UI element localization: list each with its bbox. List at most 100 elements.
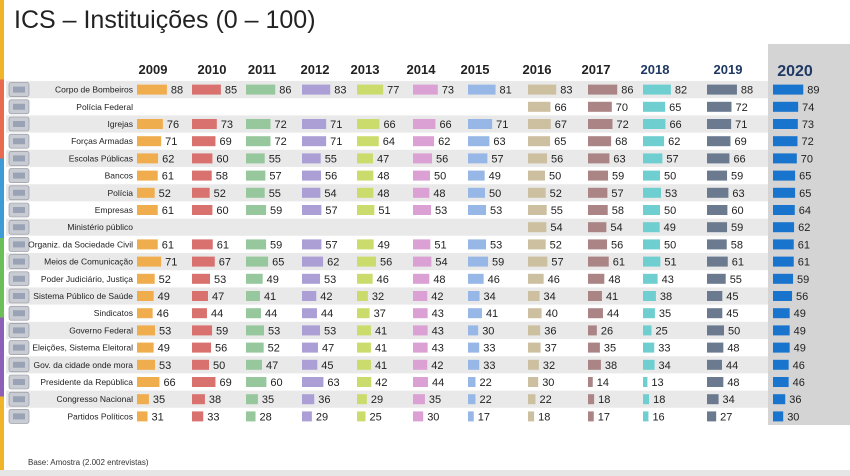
bar	[302, 411, 312, 422]
bar	[707, 273, 726, 284]
data-label: 59	[270, 205, 282, 217]
data-label: 50	[664, 171, 676, 183]
year-header: 2011	[248, 62, 276, 77]
data-label: 49	[664, 222, 676, 234]
data-label: 44	[432, 377, 444, 389]
church-icon	[8, 116, 30, 132]
data-label: 42	[375, 377, 387, 389]
icon-detail	[13, 207, 25, 213]
data-label: 41	[264, 291, 276, 303]
bar	[643, 411, 649, 422]
bar	[707, 308, 723, 319]
bar	[707, 119, 732, 129]
bar	[413, 256, 432, 267]
bar	[192, 359, 209, 370]
bar	[707, 222, 728, 233]
data-label: 69	[219, 377, 231, 389]
bar	[773, 256, 794, 267]
police-badge-icon	[8, 99, 30, 115]
data-label: 61	[613, 257, 625, 269]
data-label: 61	[798, 239, 810, 251]
bar	[413, 170, 430, 181]
data-label: 57	[491, 153, 503, 165]
bar	[246, 394, 258, 405]
data-label: 26	[601, 325, 613, 337]
data-label: 48	[727, 377, 739, 389]
bar	[357, 119, 380, 129]
data-label: 65	[272, 257, 284, 269]
bar	[643, 84, 671, 95]
data-label: 85	[225, 85, 237, 97]
bar	[413, 411, 424, 422]
bar	[528, 101, 551, 112]
icon-detail	[13, 138, 25, 145]
bar	[302, 119, 327, 129]
icon-detail	[13, 310, 25, 317]
data-label: 35	[604, 343, 616, 355]
year-header: 2015	[461, 62, 490, 77]
data-label: 50	[213, 360, 225, 372]
data-label: 37	[545, 343, 557, 355]
bar	[137, 411, 148, 422]
bar	[137, 377, 160, 387]
bar	[528, 239, 546, 250]
data-label: 18	[653, 394, 665, 406]
data-label: 74	[802, 102, 814, 114]
data-label: 53	[324, 325, 336, 337]
data-label: 49	[158, 343, 170, 355]
bar	[707, 187, 729, 198]
health-icon	[8, 288, 30, 304]
bar	[302, 84, 331, 95]
data-label: 35	[262, 394, 274, 406]
data-label: 54	[324, 188, 336, 200]
year-header: 2013	[351, 62, 380, 77]
category-label: Gov. da cidade onde mora	[33, 360, 133, 370]
data-label: 54	[435, 257, 447, 269]
tank-icon	[8, 133, 30, 149]
data-label: 61	[162, 171, 174, 183]
data-label: 52	[550, 188, 562, 200]
data-label: 47	[212, 291, 224, 303]
bar	[528, 377, 539, 387]
bar	[468, 273, 484, 284]
bar	[707, 101, 732, 112]
data-label: 71	[735, 119, 747, 131]
bar	[773, 187, 796, 198]
data-label: 31	[152, 411, 164, 423]
bar	[357, 273, 373, 284]
bar	[192, 273, 211, 284]
bar	[357, 187, 374, 198]
data-label: 25	[370, 411, 382, 423]
bar	[773, 84, 804, 95]
bar	[588, 205, 608, 215]
data-label: 60	[216, 205, 228, 217]
bar	[357, 377, 372, 387]
data-label: 55	[269, 188, 281, 200]
data-label: 27	[720, 411, 732, 423]
data-label: 88	[171, 85, 183, 97]
category-label: Partidos Políticos	[67, 411, 133, 421]
icon-detail	[13, 189, 25, 196]
data-label: 53	[159, 325, 171, 337]
year-header: 2012	[301, 62, 330, 77]
bar	[468, 136, 490, 147]
data-label: 48	[377, 171, 389, 183]
bar	[137, 119, 163, 129]
data-label: 73	[221, 119, 233, 131]
data-label: 61	[732, 257, 744, 269]
data-label: 34	[544, 291, 556, 303]
category-label: Igrejas	[107, 119, 133, 129]
bar	[137, 256, 162, 267]
bar	[707, 239, 727, 250]
data-label: 42	[431, 360, 443, 372]
bar	[246, 308, 261, 319]
data-label: 65	[669, 102, 681, 114]
data-label: 34	[723, 394, 735, 406]
bar	[773, 308, 790, 319]
year-header: 2020	[777, 63, 813, 80]
bar	[413, 205, 432, 215]
bar	[468, 84, 496, 95]
data-label: 42	[431, 291, 443, 303]
bar	[192, 377, 216, 387]
category-label: Sistema Público de Saúde	[33, 291, 133, 301]
